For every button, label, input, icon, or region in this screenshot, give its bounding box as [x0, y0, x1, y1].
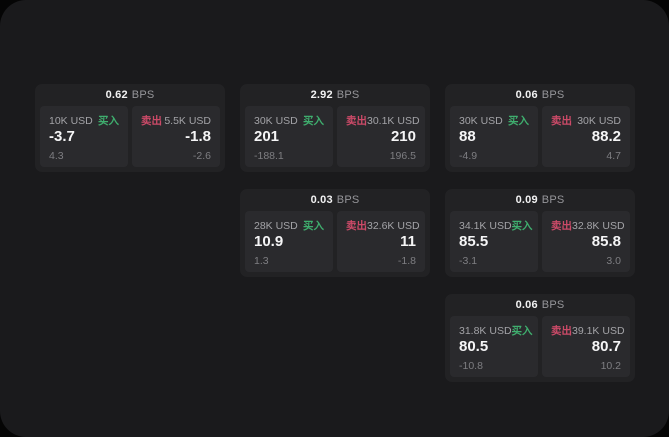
buy-panel[interactable]: 30K USD 买入 201 -188.1 — [245, 106, 333, 167]
buy-panel[interactable]: 31.8K USD 买入 80.5 -10.8 — [450, 316, 538, 377]
buy-change: -188.1 — [254, 149, 284, 162]
sell-side-label: 卖出 — [346, 115, 367, 127]
buy-side-label: 买入 — [508, 115, 529, 127]
buy-side-label: 买入 — [303, 115, 324, 127]
sell-change: 10.2 — [600, 359, 621, 372]
sell-amount: 30.1K USD — [367, 114, 420, 127]
sell-panel[interactable]: 卖出 32.8K USD 85.8 3.0 — [542, 211, 630, 272]
sell-change: 196.5 — [389, 149, 416, 162]
bps-unit-label: BPS — [541, 299, 565, 311]
bps-unit-label: BPS — [541, 89, 565, 101]
sell-side-label: 卖出 — [551, 325, 572, 337]
buy-side-label: 买入 — [98, 115, 119, 127]
buy-sell-panels: 34.1K USD 买入 85.5 -3.1 卖出 32.8K USD 85.8… — [445, 211, 635, 277]
buy-sell-panels: 30K USD 买入 201 -188.1 卖出 30.1K USD 210 1… — [240, 106, 430, 172]
sell-side-label: 卖出 — [141, 115, 162, 127]
bps-header: 0.06 BPS — [445, 294, 635, 316]
bps-header: 0.09 BPS — [445, 189, 635, 211]
sell-price: 85.8 — [591, 232, 621, 250]
quote-card: 0.62 BPS 10K USD 买入 -3.7 4.3 卖出 5.5K USD… — [35, 84, 225, 172]
sell-change: 4.7 — [606, 149, 621, 162]
sell-change: -2.6 — [192, 149, 211, 162]
bps-header: 0.06 BPS — [445, 84, 635, 106]
buy-change: -3.1 — [459, 254, 478, 267]
bps-unit-label: BPS — [336, 194, 360, 206]
buy-change: -4.9 — [459, 149, 478, 162]
sell-side-label: 卖出 — [551, 115, 572, 127]
buy-amount: 28K USD — [254, 219, 298, 232]
sell-amount: 5.5K USD — [164, 114, 211, 127]
sell-amount: 32.6K USD — [367, 219, 420, 232]
quote-card: 2.92 BPS 30K USD 买入 201 -188.1 卖出 30.1K … — [240, 84, 430, 172]
sell-panel[interactable]: 卖出 32.6K USD 11 -1.8 — [337, 211, 425, 272]
quote-card: 0.03 BPS 28K USD 买入 10.9 1.3 卖出 32.6K US… — [240, 189, 430, 277]
sell-amount: 32.8K USD — [572, 219, 625, 232]
sell-price: 11 — [400, 232, 416, 250]
quote-card: 0.06 BPS 31.8K USD 买入 80.5 -10.8 卖出 39.1… — [445, 294, 635, 382]
buy-amount: 30K USD — [459, 114, 503, 127]
quote-card: 0.06 BPS 30K USD 买入 88 -4.9 卖出 30K USD 8… — [445, 84, 635, 172]
buy-amount: 30K USD — [254, 114, 298, 127]
bps-header: 0.62 BPS — [35, 84, 225, 106]
sell-side-label: 卖出 — [346, 220, 367, 232]
bps-unit-label: BPS — [131, 89, 155, 101]
bps-value: 2.92 — [310, 89, 333, 101]
buy-price: 80.5 — [459, 337, 489, 355]
buy-price: 85.5 — [459, 232, 489, 250]
bps-value: 0.62 — [105, 89, 128, 101]
buy-change: 1.3 — [254, 254, 269, 267]
buy-sell-panels: 10K USD 买入 -3.7 4.3 卖出 5.5K USD -1.8 -2.… — [35, 106, 225, 172]
sell-price: 80.7 — [591, 337, 621, 355]
sell-price: -1.8 — [185, 127, 211, 145]
buy-price: -3.7 — [49, 127, 75, 145]
sell-side-label: 卖出 — [551, 220, 572, 232]
buy-amount: 31.8K USD — [459, 324, 512, 337]
sell-price: 88.2 — [591, 127, 621, 145]
buy-change: -10.8 — [459, 359, 483, 372]
bps-unit-label: BPS — [541, 194, 565, 206]
buy-change: 4.3 — [49, 149, 64, 162]
buy-price: 201 — [254, 127, 280, 145]
sell-change: -1.8 — [397, 254, 416, 267]
buy-panel[interactable]: 28K USD 买入 10.9 1.3 — [245, 211, 333, 272]
buy-amount: 34.1K USD — [459, 219, 512, 232]
sell-amount: 30K USD — [577, 114, 621, 127]
bps-value: 0.03 — [310, 194, 333, 206]
bps-header: 2.92 BPS — [240, 84, 430, 106]
sell-panel[interactable]: 卖出 30K USD 88.2 4.7 — [542, 106, 630, 167]
buy-price: 10.9 — [254, 232, 284, 250]
buy-amount: 10K USD — [49, 114, 93, 127]
bps-value: 0.09 — [515, 194, 538, 206]
buy-panel[interactable]: 30K USD 买入 88 -4.9 — [450, 106, 538, 167]
buy-sell-panels: 31.8K USD 买入 80.5 -10.8 卖出 39.1K USD 80.… — [445, 316, 635, 382]
buy-sell-panels: 30K USD 买入 88 -4.9 卖出 30K USD 88.2 4.7 — [445, 106, 635, 172]
sell-panel[interactable]: 卖出 5.5K USD -1.8 -2.6 — [132, 106, 220, 167]
bps-header: 0.03 BPS — [240, 189, 430, 211]
buy-panel[interactable]: 10K USD 买入 -3.7 4.3 — [40, 106, 128, 167]
sell-panel[interactable]: 卖出 39.1K USD 80.7 10.2 — [542, 316, 630, 377]
bps-unit-label: BPS — [336, 89, 360, 101]
sell-price: 210 — [390, 127, 416, 145]
buy-side-label: 买入 — [511, 325, 533, 337]
quotes-grid: 0.62 BPS 10K USD 买入 -3.7 4.3 卖出 5.5K USD… — [35, 84, 635, 382]
bps-value: 0.06 — [515, 299, 538, 311]
buy-side-label: 买入 — [303, 220, 324, 232]
bps-value: 0.06 — [515, 89, 538, 101]
buy-sell-panels: 28K USD 买入 10.9 1.3 卖出 32.6K USD 11 -1.8 — [240, 211, 430, 277]
sell-change: 3.0 — [606, 254, 621, 267]
sell-amount: 39.1K USD — [572, 324, 625, 337]
buy-side-label: 买入 — [511, 220, 533, 232]
buy-price: 88 — [459, 127, 476, 145]
sell-panel[interactable]: 卖出 30.1K USD 210 196.5 — [337, 106, 425, 167]
buy-panel[interactable]: 34.1K USD 买入 85.5 -3.1 — [450, 211, 538, 272]
quote-card: 0.09 BPS 34.1K USD 买入 85.5 -3.1 卖出 32.8K… — [445, 189, 635, 277]
